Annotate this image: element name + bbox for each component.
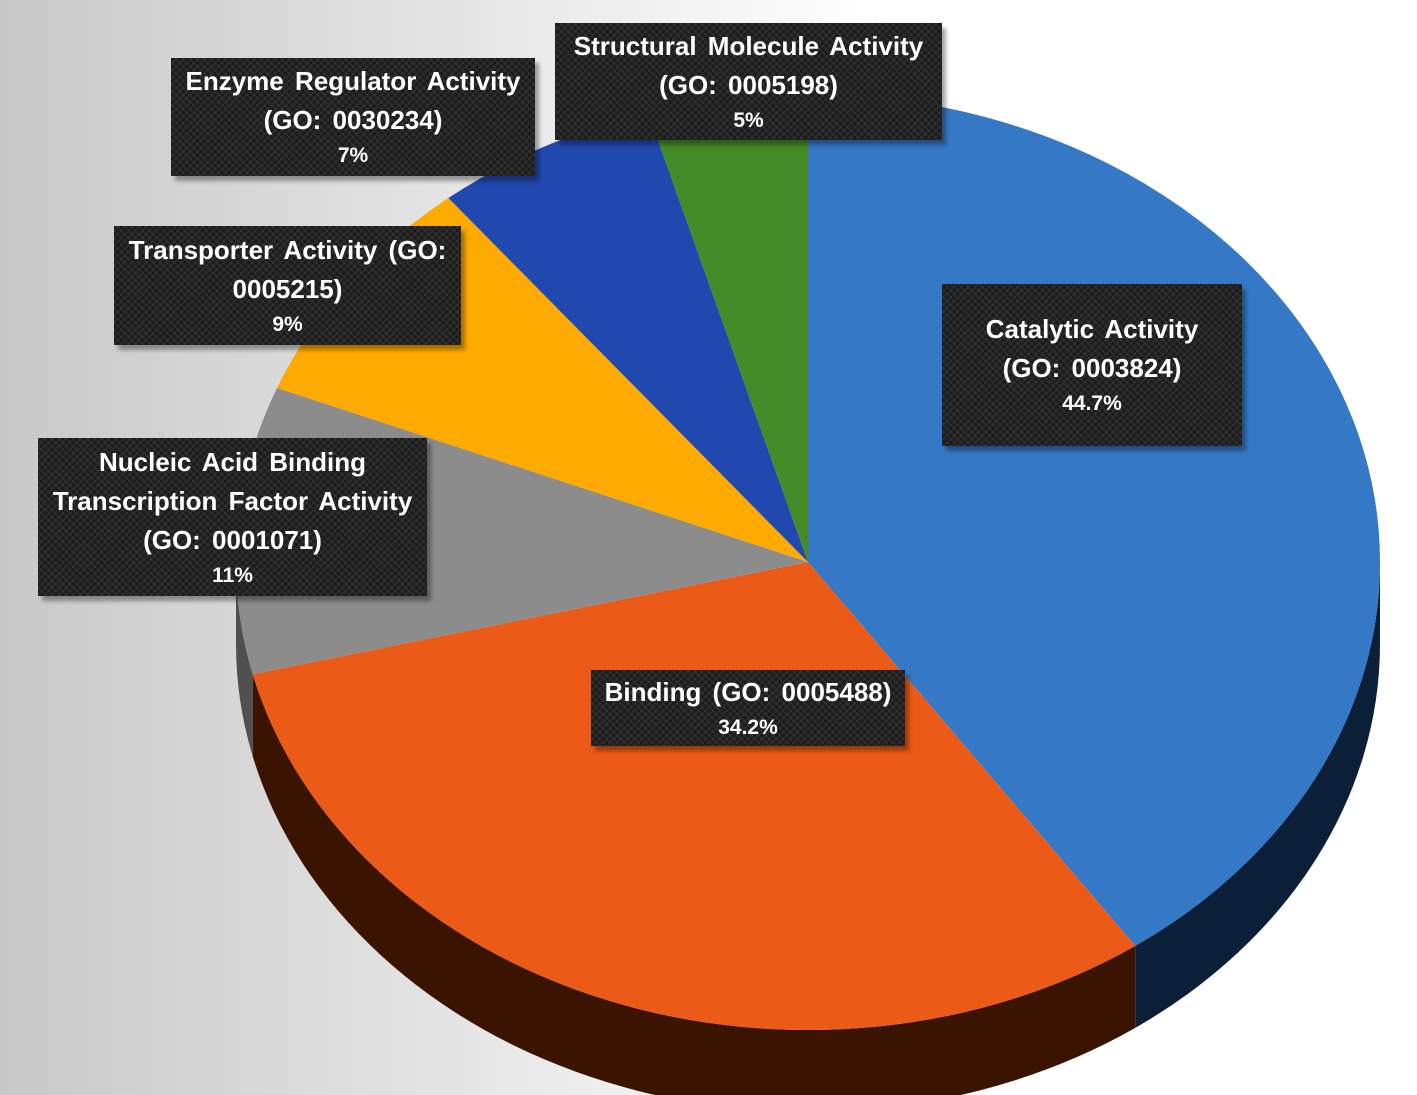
label-binding: Binding (GO: 0005488) 34.2% bbox=[591, 670, 905, 746]
label-nucleic-acid-binding-line-1: Nucleic Acid Binding bbox=[98, 446, 367, 477]
label-transporter-activity-line-2: 0005215) bbox=[232, 273, 343, 304]
pie-slice-binding-go-0005488 bbox=[252, 562, 1136, 1031]
label-transporter-activity-percent: 9% bbox=[272, 312, 303, 336]
label-enzyme-regulator-activity: Enzyme Regulator Activity (GO: 0030234) … bbox=[171, 58, 535, 176]
pie-side-nucleic-acid-binding bbox=[236, 562, 253, 757]
label-structural-molecule-activity-line-1: Structural Molecule Activity bbox=[573, 30, 924, 61]
pie-side-binding-go-0005488 bbox=[252, 674, 1136, 1095]
label-nucleic-acid-binding-line-3: (GO: 0001071) bbox=[143, 524, 322, 555]
label-catalytic-activity-line-1: Catalytic Activity bbox=[985, 314, 1199, 344]
label-structural-molecule-activity: Structural Molecule Activity (GO: 000519… bbox=[555, 23, 942, 140]
pie-slice-structural-molecule-activity bbox=[648, 94, 808, 562]
label-structural-molecule-activity-line-2: (GO: 0005198) bbox=[659, 69, 838, 100]
pie-side-walls bbox=[236, 562, 1380, 1095]
label-nucleic-acid-binding: Nucleic Acid Binding Transcription Facto… bbox=[38, 438, 427, 596]
label-binding-percent: 34.2% bbox=[718, 715, 778, 739]
label-transporter-activity-line-1: Transporter Activity (GO: bbox=[128, 234, 447, 265]
label-catalytic-activity-percent: 44.7% bbox=[1062, 392, 1122, 415]
label-nucleic-acid-binding-percent: 11% bbox=[212, 563, 253, 587]
label-nucleic-acid-binding-line-2: Transcription Factor Activity bbox=[52, 485, 413, 516]
label-transporter-activity: Transporter Activity (GO: 0005215) 9% bbox=[114, 226, 461, 345]
pie-side-catalytic-activity bbox=[1135, 562, 1380, 1028]
pie-slice-enzyme-regulator-activity bbox=[448, 112, 808, 562]
label-binding-line-1: Binding (GO: 0005488) bbox=[604, 676, 892, 707]
label-catalytic-activity-line-2: (GO: 0003824) bbox=[1002, 353, 1182, 383]
label-enzyme-regulator-activity-line-2: (GO: 0030234) bbox=[263, 105, 443, 135]
label-enzyme-regulator-activity-line-1: Enzyme Regulator Activity bbox=[185, 66, 521, 96]
label-structural-molecule-activity-percent: 5% bbox=[733, 108, 764, 132]
label-enzyme-regulator-activity-percent: 7% bbox=[337, 144, 369, 167]
label-catalytic-activity: Catalytic Activity (GO: 0003824) 44.7% bbox=[942, 284, 1242, 446]
